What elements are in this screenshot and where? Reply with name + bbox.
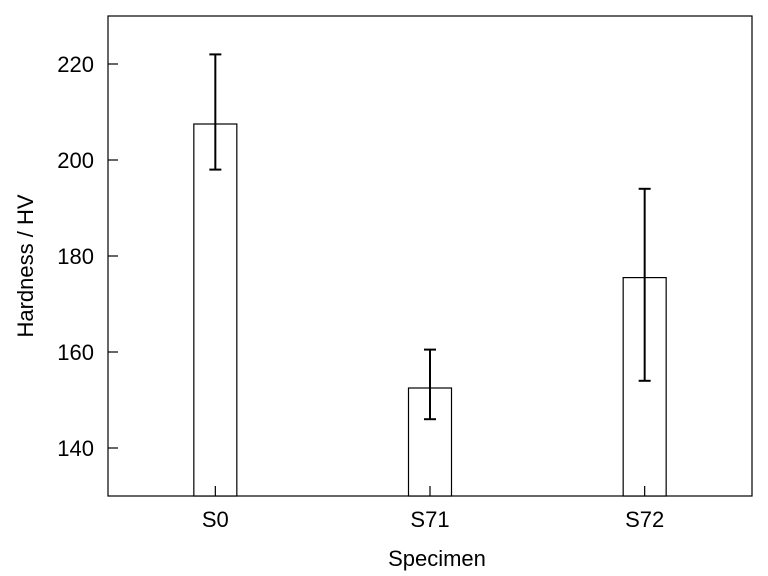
x-tick-label: S71 [410, 507, 449, 532]
y-tick-label: 220 [57, 52, 94, 77]
x-axis: S0 S71 S72 [202, 486, 664, 532]
y-tick-label: 200 [57, 148, 94, 173]
y-axis: 140 160 180 200 220 [57, 52, 118, 461]
y-tick-label: 160 [57, 340, 94, 365]
x-tick-label: S72 [625, 507, 664, 532]
y-tick-label: 180 [57, 244, 94, 269]
bar-s0 [193, 123, 238, 497]
x-axis-title: Specimen [388, 546, 486, 571]
errorbars-layer [209, 53, 651, 421]
y-tick-label: 140 [57, 436, 94, 461]
x-tick-label: S0 [202, 507, 229, 532]
y-axis-title: Hardness / HV [13, 194, 38, 337]
bars-layer [193, 123, 667, 497]
